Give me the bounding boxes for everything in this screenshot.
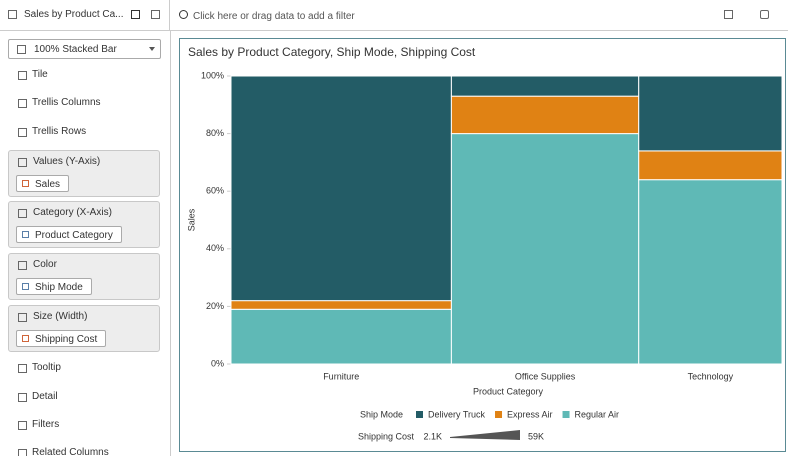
grammar-item-icon — [18, 99, 27, 108]
chart-title: Sales by Product Category, Ship Mode, Sh… — [188, 45, 476, 59]
bar-segment — [638, 150, 783, 181]
drop-zone[interactable]: Size (Width) Shipping Cost — [8, 305, 160, 352]
pill-icon — [22, 231, 29, 238]
grammar-item[interactable]: Trellis Rows — [32, 126, 87, 137]
legend-swatch — [495, 411, 503, 418]
add-filter-icon[interactable] — [179, 10, 188, 19]
grammar-item-icon — [18, 449, 27, 456]
tab-title[interactable]: Sales by Product Ca... — [24, 9, 124, 20]
x-axis-label: Product Category — [473, 386, 544, 396]
bar-segment — [230, 308, 452, 365]
drop-zone[interactable]: Category (X-Axis) Product Category — [8, 201, 160, 248]
column-pill[interactable]: Sales — [16, 175, 70, 192]
pill-label[interactable]: Ship Mode — [35, 282, 83, 293]
chart-frame — [179, 38, 786, 452]
properties-icon[interactable] — [151, 10, 160, 19]
pill-label[interactable]: Product Category — [35, 230, 113, 241]
grammar-item[interactable]: Tile — [32, 69, 48, 80]
legend-title: Ship Mode — [360, 409, 403, 419]
y-tick-label: 20% — [206, 301, 224, 311]
legend-label: Delivery Truck — [428, 409, 486, 419]
grammar-item-icon — [18, 128, 27, 137]
grammar-item[interactable]: Detail — [32, 391, 58, 402]
settings-icon[interactable] — [760, 10, 769, 19]
legend-label: Regular Air — [575, 409, 620, 419]
bar-segment — [450, 75, 640, 97]
bar-segment — [230, 75, 452, 302]
legend-swatch — [562, 411, 570, 418]
bar-segment — [450, 133, 640, 365]
bar-segment — [450, 95, 640, 135]
y-tick-label: 80% — [206, 128, 224, 138]
y-axis-label: Sales — [186, 208, 196, 231]
y-tick-label: 40% — [206, 243, 224, 253]
bar-segment — [230, 300, 452, 310]
bar-segment — [638, 75, 783, 152]
column-pill[interactable]: Product Category — [16, 226, 122, 243]
pill-label[interactable]: Sales — [35, 179, 61, 190]
x-tick-label: Technology — [688, 371, 734, 381]
drop-zone-label[interactable]: Size (Width) — [33, 311, 88, 322]
drop-zone-icon — [18, 158, 27, 167]
size-legend-wedge — [450, 430, 520, 440]
grammar-item[interactable]: Trellis Columns — [32, 97, 101, 108]
chart-type-label[interactable]: 100% Stacked Bar — [34, 44, 117, 55]
chart-type-dropdown[interactable]: 100% Stacked Bar — [8, 39, 161, 59]
filter-icon[interactable] — [724, 10, 733, 19]
drop-zone-icon — [18, 261, 27, 270]
y-tick-label: 60% — [206, 186, 224, 196]
top-bar: Sales by Product Ca... Click here or dra… — [0, 0, 788, 31]
filter-hint[interactable]: Click here or drag data to add a filter — [193, 11, 355, 22]
pill-icon — [22, 283, 29, 290]
drop-zone-label[interactable]: Color — [33, 259, 57, 270]
drop-zone-icon — [18, 313, 27, 322]
column-pill[interactable]: Shipping Cost — [16, 330, 107, 347]
drop-zone[interactable]: Values (Y-Axis) Sales — [8, 150, 160, 197]
grammar-item[interactable]: Related Columns — [32, 447, 109, 456]
y-tick-label: 0% — [211, 358, 224, 368]
legend-label: Express Air — [507, 409, 553, 419]
tab[interactable]: Sales by Product Ca... — [0, 0, 170, 30]
tab-icon — [8, 10, 17, 19]
grammar-panel: 100% Stacked Bar Tile Trellis Columns Trell… — [0, 31, 171, 456]
grammar-item-icon — [18, 364, 27, 373]
x-tick-label: Office Supplies — [515, 371, 576, 381]
x-tick-label: Furniture — [323, 371, 359, 381]
column-pill[interactable]: Ship Mode — [16, 278, 92, 295]
pill-icon — [22, 180, 29, 187]
chart-type-icon — [17, 45, 26, 54]
size-legend-title: Shipping Cost — [358, 431, 415, 441]
drop-zone-label[interactable]: Category (X-Axis) — [33, 207, 112, 218]
drop-zone[interactable]: Color Ship Mode — [8, 253, 160, 300]
grammar-item[interactable]: Filters — [32, 419, 60, 430]
grammar-item[interactable]: Tooltip — [32, 362, 61, 373]
size-legend-max: 59K — [528, 431, 544, 441]
size-legend-min: 2.1K — [423, 431, 442, 441]
grammar-icon[interactable] — [131, 10, 140, 19]
y-tick-label: 100% — [201, 70, 224, 80]
grammar-item-icon — [18, 393, 27, 402]
grammar-item-icon — [18, 71, 27, 80]
pill-icon — [22, 335, 29, 342]
legend-swatch — [416, 411, 423, 418]
drop-zone-label[interactable]: Values (Y-Axis) — [33, 156, 101, 167]
pill-label[interactable]: Shipping Cost — [35, 334, 98, 345]
grammar-item-icon — [18, 421, 27, 430]
drop-zone-icon — [18, 209, 27, 218]
bar-segment — [638, 179, 783, 365]
dropdown-caret — [149, 47, 155, 51]
